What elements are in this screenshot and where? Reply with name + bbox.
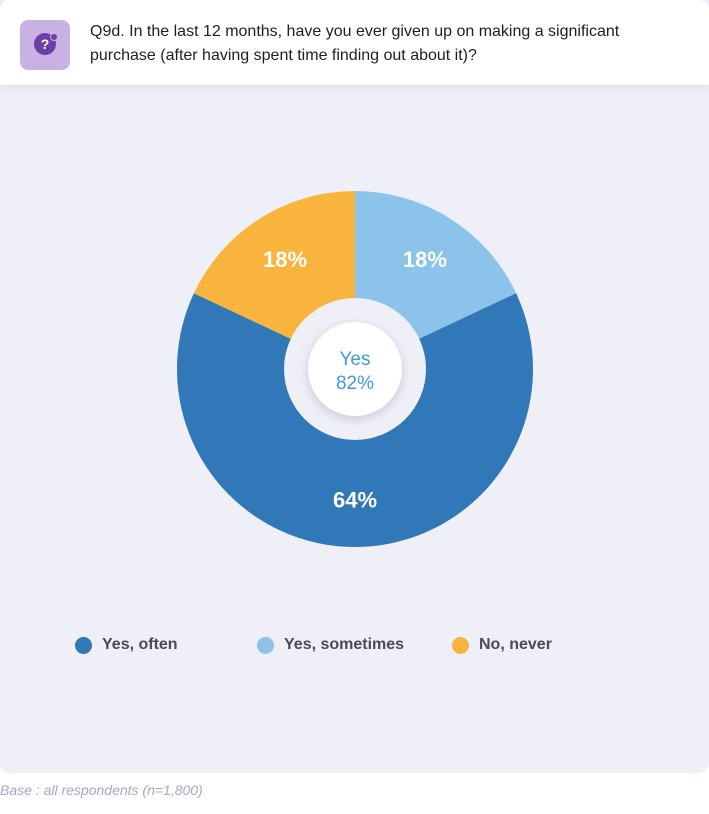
legend-swatch-yes-often bbox=[75, 636, 92, 654]
question-header: ? Q9d. In the last 12 months, have you e… bbox=[0, 0, 709, 85]
question-card: ? Q9d. In the last 12 months, have you e… bbox=[0, 0, 709, 773]
slice-label: 64% bbox=[333, 488, 377, 513]
question-text: Q9d. In the last 12 months, have you eve… bbox=[90, 23, 620, 64]
base-footnote: Base : all respondents (n=1,800) bbox=[0, 782, 203, 798]
legend-label-yes-sometimes: Yes, sometimes bbox=[284, 636, 405, 653]
center-label: Yes bbox=[340, 349, 371, 370]
legend-item-yes-often: Yes, often bbox=[75, 636, 178, 654]
legend-label-no-never: No, never bbox=[479, 636, 552, 653]
legend-item-yes-sometimes: Yes, sometimes bbox=[257, 636, 404, 654]
legend-swatch-no-never bbox=[452, 636, 469, 654]
slice-label: 18% bbox=[263, 247, 307, 272]
center-badge bbox=[308, 322, 402, 416]
legend-label-yes-often: Yes, often bbox=[102, 636, 178, 653]
chart-legend: Yes, often Yes, sometimes No, never bbox=[0, 636, 709, 660]
center-value: 82% bbox=[336, 373, 374, 394]
question-mark-icon: ? bbox=[20, 20, 70, 70]
donut-chart: 18% 64% 18% Yes 82% bbox=[176, 191, 533, 547]
slice-label: 18% bbox=[403, 247, 447, 272]
legend-item-no-never: No, never bbox=[452, 636, 552, 654]
legend-swatch-yes-sometimes bbox=[257, 636, 274, 654]
